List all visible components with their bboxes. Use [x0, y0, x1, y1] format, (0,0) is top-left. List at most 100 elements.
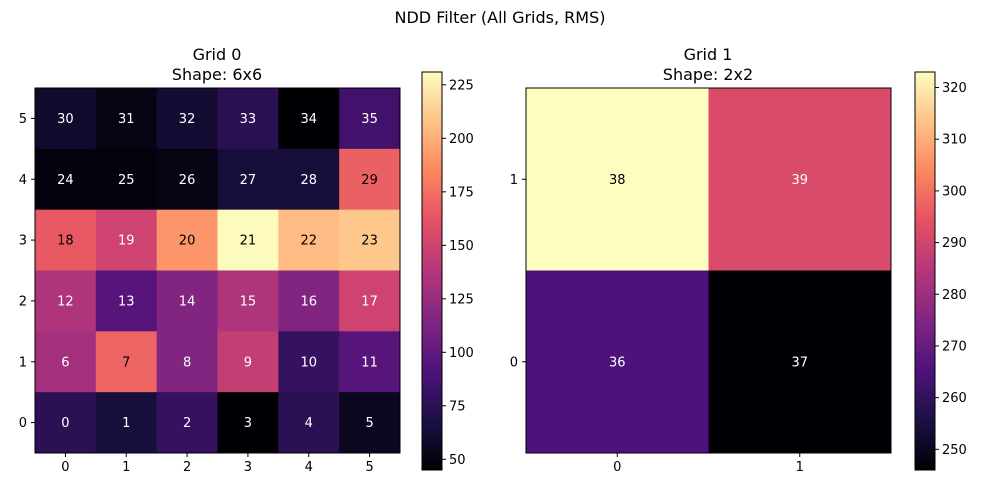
cell-label: 6: [61, 355, 69, 370]
heatmap-cell: [156, 209, 218, 271]
y-tick-label: 3: [19, 234, 27, 249]
colorbar: [421, 71, 443, 471]
colorbar-tick-label: 125: [449, 292, 474, 307]
heatmap-cell: [95, 392, 158, 454]
cell-label: 3: [244, 416, 252, 431]
heatmap-cell: [339, 270, 401, 332]
heatmap-cell: [217, 88, 279, 150]
cell-label: 31: [118, 112, 135, 127]
cell-label: 12: [57, 294, 74, 309]
cell-label: 19: [118, 234, 135, 249]
colorbar-tick-label: 310: [942, 133, 967, 148]
colorbar-tick-label: 200: [449, 132, 474, 147]
x-tick-label: 0: [61, 460, 69, 475]
cell-label: 13: [118, 294, 135, 309]
colorbar-tick-label: 250: [942, 443, 967, 458]
heatmap-cell: [278, 88, 340, 150]
colorbar-tick-label: 75: [449, 399, 466, 414]
panel-title: Grid 0: [193, 45, 242, 64]
heatmap-cell: [339, 392, 401, 454]
cell-label: 27: [240, 173, 257, 188]
y-axis-ticks: 0 1 2 3 4 5: [19, 112, 35, 431]
heatmap-cell: [339, 148, 401, 211]
cell-label: 29: [361, 173, 378, 188]
cell-label: 32: [179, 112, 196, 127]
panel-subtitle: Shape: 6x6: [172, 65, 262, 84]
cell-label: 14: [179, 294, 196, 309]
colorbar-tick-label: 260: [942, 391, 967, 406]
colorbar-tick-label: 50: [449, 453, 466, 468]
heatmap-cell: [708, 270, 892, 454]
heatmap-cell: [217, 148, 279, 211]
x-tick-label: 1: [796, 460, 804, 475]
cell-label: 37: [791, 355, 808, 370]
heatmap-cell: [95, 331, 158, 393]
colorbar-tick-label: 270: [942, 339, 967, 354]
heatmap-cell: [339, 209, 401, 271]
colorbar-tick-label: 320: [942, 81, 967, 96]
y-tick-label: 4: [19, 173, 27, 188]
colorbar-tick-label: 175: [449, 185, 474, 200]
heatmap-cell: [217, 209, 279, 271]
colorbar-tick-label: 150: [449, 239, 474, 254]
cell-label: 22: [300, 234, 317, 249]
heatmap-cell: [217, 392, 279, 454]
colorbar-ticks: 50 75 100 125 150 175 200 225: [442, 78, 474, 468]
heatmap-cell: [278, 392, 340, 454]
cell-label: 35: [361, 112, 378, 127]
cell-label: 15: [240, 294, 257, 309]
cell-label: 16: [300, 294, 317, 309]
heatmap-cells: 38 39 36 37: [526, 88, 892, 454]
x-tick-label: 3: [244, 460, 252, 475]
colorbar-tick-label: 290: [942, 236, 967, 251]
heatmap-cell: [217, 270, 279, 332]
y-axis-ticks: 01: [510, 173, 526, 370]
plot-frame: [525, 87, 892, 454]
cell-label: 9: [244, 355, 252, 370]
y-tick-label: 1: [19, 355, 27, 370]
cell-label: 17: [361, 294, 378, 309]
heatmap-cell: [95, 209, 158, 271]
colorbar-tick-label: 225: [449, 78, 474, 93]
cell-label: 11: [361, 355, 378, 370]
cell-label: 4: [305, 416, 313, 431]
cell-label: 8: [183, 355, 191, 370]
heatmap-cell: [35, 392, 97, 454]
heatmap-cell: [278, 148, 340, 211]
colorbar-tick-label: 100: [449, 346, 474, 361]
cell-label: 36: [609, 355, 626, 370]
heatmap-cell: [526, 270, 709, 454]
heatmap-cell: [278, 209, 340, 271]
heatmap-cell: [35, 331, 97, 393]
heatmap-cell: [217, 331, 279, 393]
cell-label: 20: [179, 234, 196, 249]
plot-frame: [34, 87, 401, 454]
heatmap-cell: [708, 88, 892, 271]
cell-label: 26: [179, 173, 196, 188]
heatmap-cell: [95, 88, 158, 150]
cell-label: 7: [122, 355, 130, 370]
heatmap-cell: [339, 331, 401, 393]
cell-label: 5: [365, 416, 373, 431]
y-tick-label: 0: [19, 416, 27, 431]
panel-subtitle: Shape: 2x2: [663, 65, 753, 84]
heatmap-cell: [35, 270, 97, 332]
y-tick-label: 5: [19, 112, 27, 127]
cell-label: 2: [183, 416, 191, 431]
cell-label: 33: [240, 112, 257, 127]
cell-label: 39: [791, 173, 808, 188]
cell-label: 18: [57, 234, 74, 249]
heatmap-cell: [278, 270, 340, 332]
cell-label: 30: [57, 112, 74, 127]
y-tick-label: 2: [19, 294, 27, 309]
heatmap-cell: [95, 270, 158, 332]
x-tick-label: 4: [305, 460, 313, 475]
heatmap-cell: [156, 331, 218, 393]
cell-label: 23: [361, 234, 378, 249]
cell-label: 21: [240, 234, 257, 249]
heatmap-cell: [156, 148, 218, 211]
cell-label: 25: [118, 173, 135, 188]
colorbar-ticks: 250 260 270 280 290 300 310 320: [935, 81, 967, 458]
